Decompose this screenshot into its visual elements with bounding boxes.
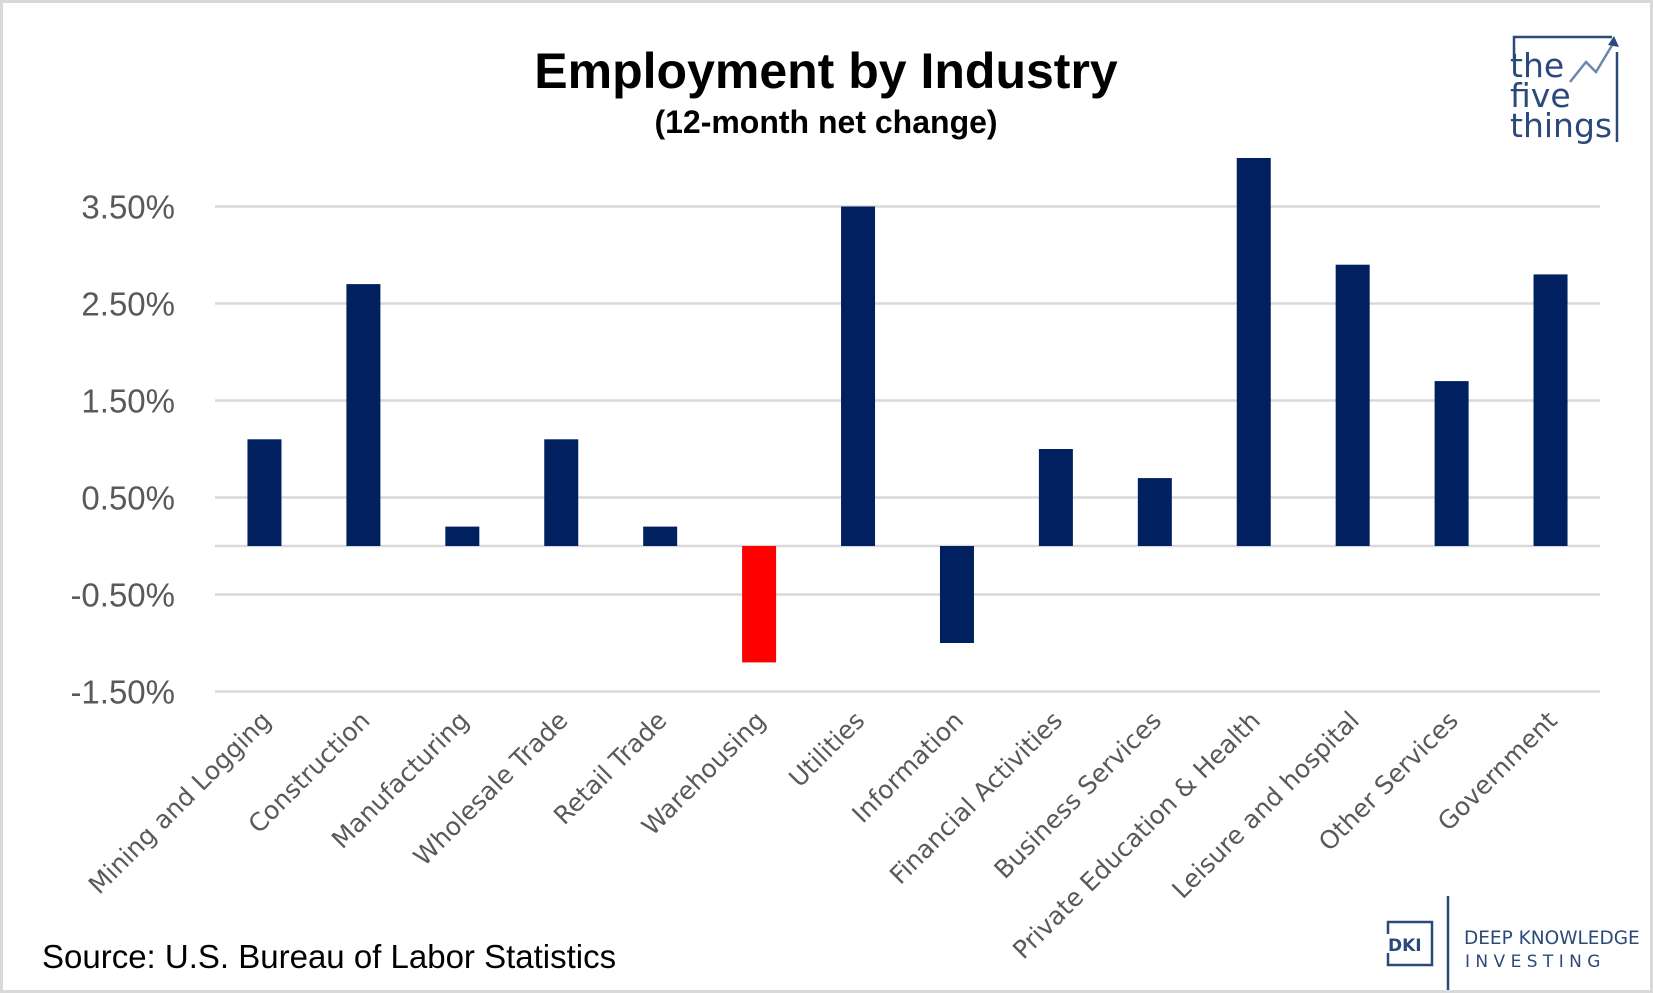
bar-leisure-and-hospital <box>1335 264 1370 546</box>
dki-badge-text: DKI <box>1388 936 1422 956</box>
bar-information <box>939 546 974 643</box>
x-tick-label: Mining and Logging <box>83 706 277 900</box>
logo-frame-top <box>1512 35 1612 62</box>
arrow-head-icon <box>1608 36 1619 47</box>
y-tick-label: 0.50% <box>81 480 175 517</box>
gridlines <box>215 205 1600 693</box>
dki-badge-gap <box>1384 934 1390 953</box>
x-tick-label: Business Services <box>988 706 1167 885</box>
bar-wholesale-trade <box>544 439 579 546</box>
logo-line-2: five <box>1510 76 1571 115</box>
y-axis-ticks: 3.50% 2.50% 1.50% 0.50% -0.50% -1.50% <box>70 189 175 711</box>
dki-line-2: I N V E S T I N G <box>1465 952 1600 972</box>
dki-line-1: DEEP KNOWLEDGE <box>1464 928 1640 949</box>
y-tick-label: 3.50% <box>81 189 175 226</box>
y-tick-label: 2.50% <box>81 286 175 323</box>
chart-title: Employment by Industry <box>534 43 1118 99</box>
y-tick-label: -1.50% <box>70 674 175 711</box>
the-five-things-logo: the five things <box>1510 35 1619 145</box>
y-tick-label: 1.50% <box>81 383 175 420</box>
bar-mining-and-logging <box>247 439 282 546</box>
bar-private-education-health <box>1236 158 1271 546</box>
bar-other-services <box>1434 381 1469 546</box>
x-axis-ticks: Mining and LoggingConstructionManufactur… <box>83 706 1563 965</box>
dki-logo: DKI DEEP KNOWLEDGE I N V E S T I N G <box>1384 896 1640 990</box>
bar-warehousing <box>742 546 777 663</box>
x-tick-label: Financial Activities <box>884 706 1068 890</box>
bar-business-services <box>1137 478 1172 546</box>
bars <box>247 158 1568 663</box>
bar-financial-activities <box>1038 449 1073 546</box>
chart-subtitle: (12-month net change) <box>654 104 997 140</box>
bar-utilities <box>841 206 876 546</box>
trend-arrow-icon <box>1569 41 1616 83</box>
bar-government <box>1533 274 1568 546</box>
bar-manufacturing <box>445 526 480 546</box>
y-tick-label: -0.50% <box>70 577 175 614</box>
x-tick-label: Utilities <box>783 706 870 793</box>
bar-construction <box>346 284 381 546</box>
logo-line-3: things <box>1510 106 1612 145</box>
x-tick-label: Leisure and hospital <box>1166 706 1365 905</box>
source-note: Source: U.S. Bureau of Labor Statistics <box>42 938 616 975</box>
logo-line-1: the <box>1510 46 1564 85</box>
bar-retail-trade <box>643 526 678 546</box>
